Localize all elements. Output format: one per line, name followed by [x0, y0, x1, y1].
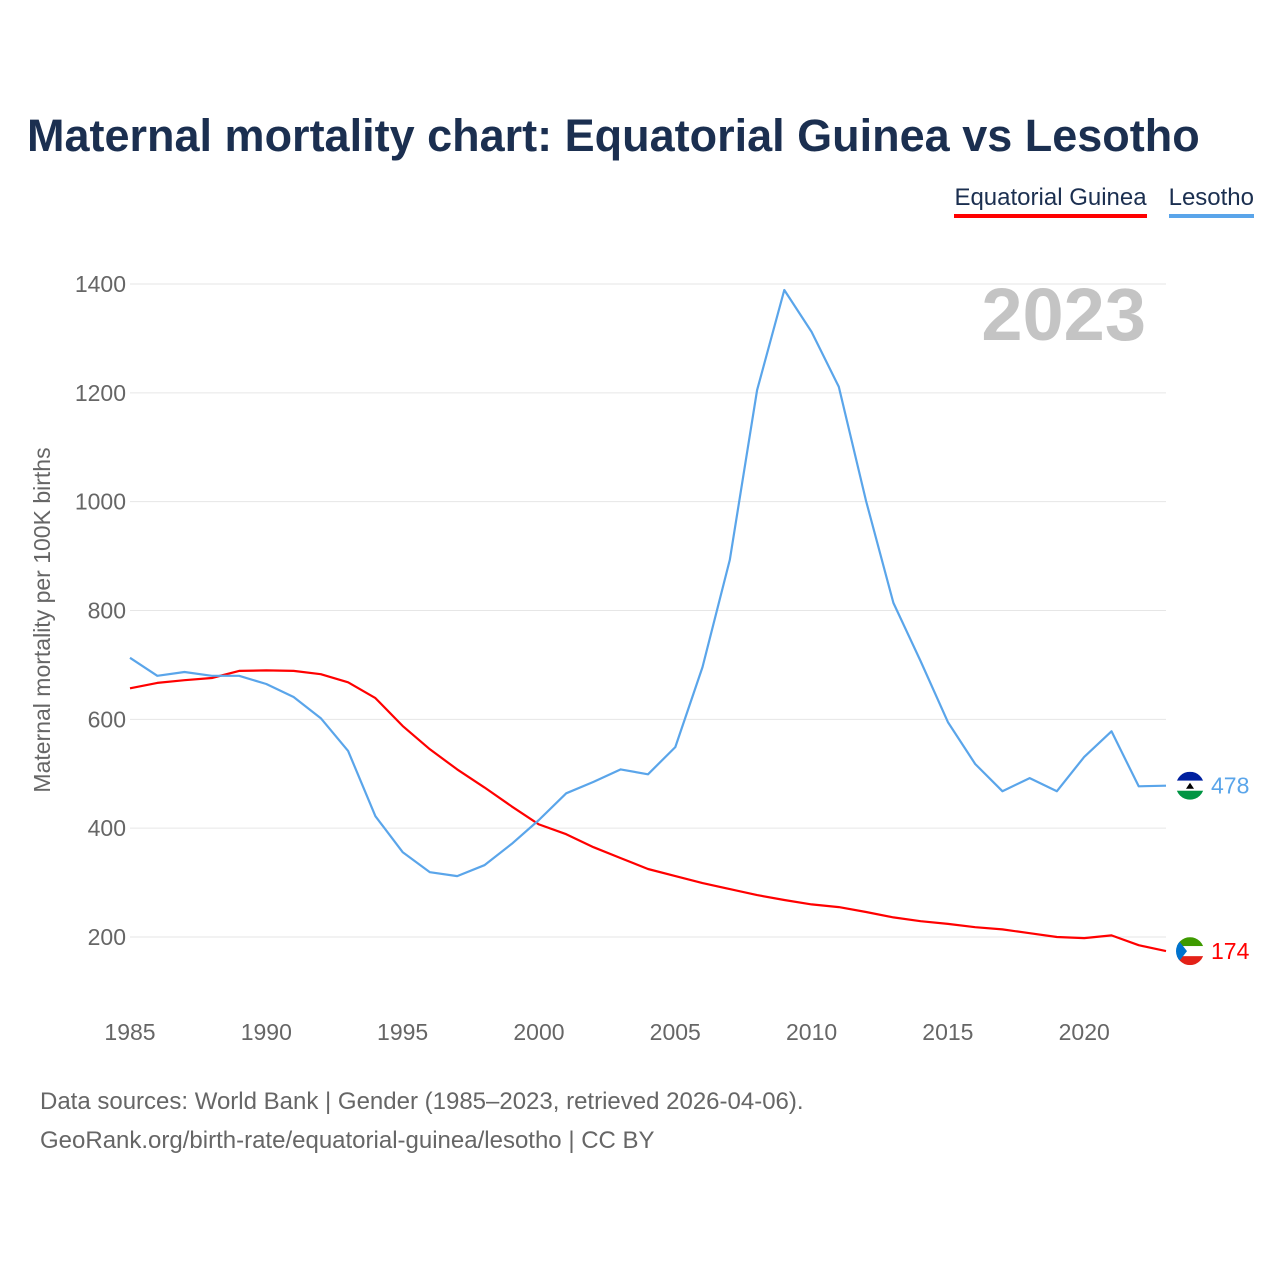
- credit-note: GeoRank.org/birth-rate/equatorial-guinea…: [40, 1127, 655, 1154]
- x-tick-label: 2020: [1059, 1019, 1110, 1045]
- flag-icon-lesotho: [1176, 771, 1204, 800]
- end-value-label: 174: [1211, 938, 1250, 964]
- y-tick-label: 1000: [75, 489, 126, 515]
- series-line-equatorial-guinea: [129, 669, 1167, 953]
- x-tick-label: 1995: [377, 1019, 428, 1045]
- y-axis-label: Maternal mortality per 100K births: [29, 447, 55, 792]
- y-tick-label: 600: [88, 706, 126, 732]
- y-tick-label: 1400: [75, 271, 126, 297]
- legend-item-lesotho[interactable]: Lesotho: [1168, 184, 1254, 218]
- x-tick-label: 1985: [104, 1019, 155, 1045]
- source-note: Data sources: World Bank | Gender (1985–…: [40, 1088, 804, 1115]
- legend: Equatorial Guinea Lesotho: [954, 184, 1254, 218]
- y-tick-label: 200: [88, 924, 126, 950]
- chart-title: Maternal mortality chart: Equatorial Gui…: [27, 110, 1200, 161]
- x-tick-label: 2015: [922, 1019, 973, 1045]
- series-line-lesotho: [129, 288, 1167, 878]
- y-tick-label: 1200: [75, 380, 126, 406]
- end-value-label: 478: [1211, 773, 1249, 799]
- year-label: 2023: [981, 273, 1146, 356]
- flag-icon-equatorial-guinea: [1176, 937, 1204, 966]
- y-tick-label: 400: [88, 815, 126, 841]
- x-tick-label: 2010: [786, 1019, 837, 1045]
- x-tick-label: 2000: [513, 1019, 564, 1045]
- legend-item-equatorial-guinea[interactable]: Equatorial Guinea: [954, 184, 1147, 218]
- x-tick-label: 1990: [241, 1019, 292, 1045]
- y-tick-label: 800: [88, 598, 126, 624]
- x-tick-label: 2005: [650, 1019, 701, 1045]
